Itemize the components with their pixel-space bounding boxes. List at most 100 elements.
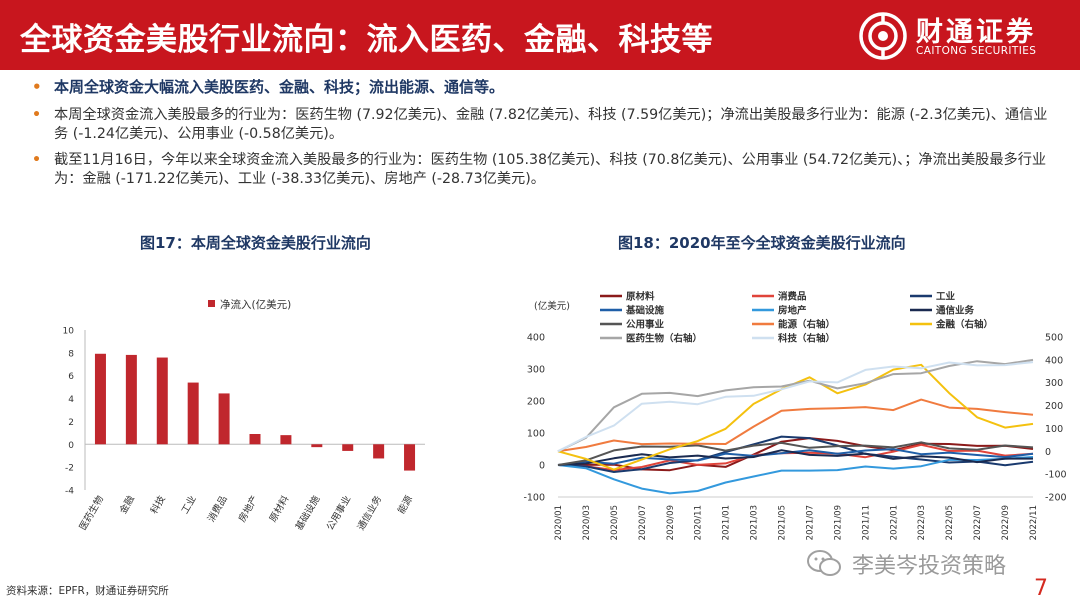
- legend-label: 消费品: [778, 291, 807, 303]
- bullet-list: • 本周全球资金大幅流入美股医药、金融、科技；流出能源、通信等。 • 本周全球资金流…: [30, 78, 1060, 196]
- series-line-科技（右轴）: [557, 361, 1034, 453]
- x-tick-label: 2020/03: [582, 505, 592, 540]
- legend-label: 金融（右轴）: [935, 319, 993, 331]
- bullet-dot-icon: •: [32, 107, 42, 123]
- x-tick-label: 2022/05: [945, 505, 955, 540]
- bullet-item: • 本周全球资金大幅流入美股医药、金融、科技；流出能源、通信等。: [30, 78, 1060, 97]
- y-tick-label: -4: [65, 487, 74, 497]
- legend-label: 公用事业: [626, 319, 665, 331]
- legend-label: 工业: [936, 291, 956, 303]
- logo-text-cn: 财通证券: [916, 17, 1036, 48]
- weekly-flow-bar-chart: 净流入(亿美元) -4 -2 0 2 4 6 8 10 医药生物 金融 科技 工业 消费品 房地产 原材料 基础…: [63, 298, 425, 533]
- legend-label: 医药生物（右轴）: [626, 333, 702, 345]
- header-bar: 全球资金美股行业流向：流入医药、金融、科技等 财通证券 CAITONG SECU…: [0, 0, 1080, 70]
- bar-基础设施: [311, 444, 323, 448]
- figure-17-title: 图17：本周全球资金美股行业流向: [140, 234, 371, 252]
- figure-18-title: 图18：2020年至今全球资金美股行业流向: [618, 234, 906, 252]
- y-tick-label: 6: [68, 372, 74, 382]
- right-tick-label: -100: [1045, 470, 1067, 481]
- right-tick-label: -200: [1045, 493, 1067, 504]
- legend-swatch: [208, 300, 215, 307]
- x-tick-label: 工业: [180, 494, 199, 516]
- x-tick-label: 2022/07: [973, 505, 983, 540]
- legend-label: 原材料: [626, 291, 655, 303]
- bullet-text: 截至11月16日，今年以来全球资金流入美股最多的行业为：医药生物 (105.38…: [54, 152, 1047, 187]
- x-tick-label: 金融: [117, 493, 137, 516]
- legend-label: 科技（右轴）: [778, 333, 835, 345]
- right-tick-label: 300: [1045, 378, 1063, 389]
- left-axis-unit: (亿美元): [534, 300, 570, 312]
- series-line-原材料: [557, 437, 1034, 472]
- left-tick-label: 300: [527, 365, 545, 376]
- series-line-房地产: [557, 456, 1034, 495]
- bar-科技: [156, 357, 168, 445]
- x-tick-label: 通信业务: [355, 493, 385, 532]
- bar-房地产: [249, 434, 261, 445]
- left-tick-label: 200: [527, 397, 545, 408]
- x-tick-label: 房地产: [236, 494, 261, 525]
- y-tick-label: 4: [68, 395, 74, 405]
- y-tick-label: 0: [68, 441, 74, 451]
- bar-工业: [187, 382, 199, 445]
- right-tick-label: 200: [1045, 401, 1063, 412]
- x-tick-label: 2021/09: [833, 505, 843, 540]
- x-tick-label: 2020/11: [694, 505, 704, 540]
- x-tick-label: 2021/05: [778, 505, 788, 540]
- x-tick-label: 2020/09: [666, 505, 676, 540]
- y-tick-label: 10: [63, 327, 75, 337]
- x-tick-label: 原材料: [267, 493, 292, 524]
- bar-原材料: [280, 435, 292, 445]
- x-tick-label: 基础设施: [293, 493, 323, 532]
- series-line-能源（右轴）: [557, 398, 1034, 453]
- bullet-dot-icon: •: [32, 152, 42, 168]
- legend-label: 净流入(亿美元): [220, 298, 291, 311]
- bar-通信业务: [373, 444, 385, 459]
- watermark-text: 李美岑投资策略: [852, 554, 1007, 579]
- right-tick-label: 500: [1045, 333, 1063, 344]
- bullet-item: • 本周全球资金流入美股最多的行业为：医药生物 (7.92亿美元)、金融 (7.8…: [30, 106, 1060, 144]
- right-tick-label: 0: [1045, 447, 1051, 458]
- series-line-医药生物（右轴）: [557, 358, 1034, 453]
- x-tick-label: 2021/07: [805, 505, 815, 540]
- bullet-dot-icon: •: [32, 78, 42, 96]
- x-tick-label: 公用事业: [324, 494, 353, 533]
- logo-text-en: CAITONG SECURITIES: [916, 45, 1037, 57]
- legend-label: 能源（右轴）: [778, 319, 835, 331]
- series-line-工业: [557, 435, 1034, 473]
- x-tick-label: 能源: [395, 493, 415, 516]
- left-tick-label: 100: [527, 429, 545, 440]
- x-tick-label: 2021/03: [750, 505, 760, 540]
- x-tick-label: 2022/09: [1001, 505, 1011, 540]
- legend-label: 通信业务: [936, 305, 975, 317]
- bullet-item: • 截至11月16日，今年以来全球资金流入美股最多的行业为：医药生物 (105.3…: [30, 151, 1060, 189]
- x-tick-label: 2022/01: [889, 505, 899, 540]
- x-tick-label: 2020/05: [610, 505, 620, 540]
- page-number: 7: [1034, 576, 1048, 601]
- right-tick-label: 100: [1045, 424, 1063, 435]
- page-title: 全球资金美股行业流向：流入医药、金融、科技等: [20, 22, 713, 58]
- y-tick-label: 8: [68, 349, 74, 359]
- x-tick-label: 2021/11: [861, 505, 871, 540]
- legend-label: 基础设施: [625, 305, 665, 317]
- legend-label: 房地产: [778, 305, 807, 317]
- wechat-icon: [807, 550, 841, 576]
- source-note: 资料来源：EPFR，财通证券研究所: [6, 585, 169, 597]
- y-tick-label: -2: [65, 464, 74, 474]
- caitong-logo-icon: [859, 12, 907, 60]
- bar-消费品: [218, 393, 230, 445]
- x-tick-label: 2020/01: [554, 505, 564, 540]
- company-logo: 财通证券 CAITONG SECURITIES: [858, 8, 1063, 64]
- bar-能源: [404, 444, 416, 471]
- series-line-通信业务: [557, 449, 1033, 466]
- x-tick-label: 消费品: [205, 494, 230, 525]
- bar-公用事业: [342, 444, 354, 451]
- left-tick-label: -100: [523, 493, 545, 504]
- right-tick-label: 400: [1045, 355, 1063, 366]
- bullet-text: 本周全球资金大幅流入美股医药、金融、科技；流出能源、通信等。: [54, 78, 505, 96]
- left-tick-label: 0: [539, 461, 545, 472]
- bar-医药生物: [94, 353, 106, 445]
- x-tick-label: 科技: [148, 493, 168, 516]
- bullet-text: 本周全球资金流入美股最多的行业为：医药生物 (7.92亿美元)、金融 (7.82…: [54, 107, 1048, 142]
- bar-金融: [125, 354, 137, 445]
